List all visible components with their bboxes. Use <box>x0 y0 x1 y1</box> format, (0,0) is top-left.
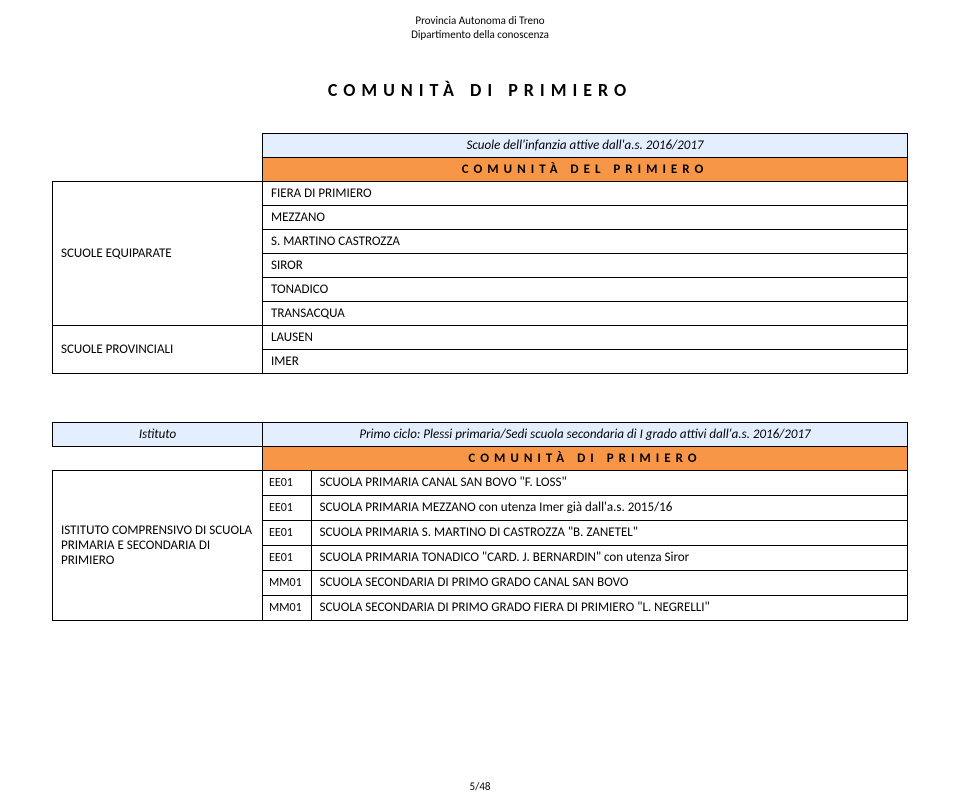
page-number: 5/48 <box>0 780 960 793</box>
row-code: MM01 <box>263 596 311 620</box>
group1-row: TONADICO <box>263 277 908 301</box>
row-desc: SCUOLA PRIMARIA CANAL SAN BOVO "F. LOSS" <box>311 471 907 495</box>
row-code: MM01 <box>263 571 311 595</box>
group1-row: SIROR <box>263 253 908 277</box>
spacer-cell <box>53 133 263 157</box>
row-code: EE01 <box>263 521 311 545</box>
table1-header-orange: COMUNITÀ DEL PRIMIERO <box>263 157 908 181</box>
table-row: COMUNITÀ DEL PRIMIERO <box>53 157 908 181</box>
table-row: SCUOLE EQUIPARATE FIERA DI PRIMIERO <box>53 181 908 205</box>
row-desc: SCUOLA PRIMARIA TONADICO "CARD. J. BERNA… <box>311 546 907 570</box>
table-row: ISTITUTO COMPRENSIVO DI SCUOLA PRIMARIA … <box>53 470 908 495</box>
table2-group-label: ISTITUTO COMPRENSIVO DI SCUOLA PRIMARIA … <box>53 470 263 620</box>
table2: Istituto Primo ciclo: Plessi primaria/Se… <box>52 422 908 621</box>
table1-wrap: Scuole dell'infanzia attive dall'a.s. 20… <box>0 133 960 374</box>
table2-left-header: Istituto <box>53 422 263 446</box>
table-row: Istituto Primo ciclo: Plessi primaria/Se… <box>53 422 908 446</box>
header-line2: Dipartimento della conoscenza <box>0 28 960 42</box>
row-desc: SCUOLA PRIMARIA MEZZANO con utenza Imer … <box>311 496 907 520</box>
table2-data-cell: MM01 SCUOLA SECONDARIA DI PRIMO GRADO CA… <box>263 570 908 595</box>
table2-header-orange: COMUNITÀ DI PRIMIERO <box>263 446 908 470</box>
row-desc: SCUOLA PRIMARIA S. MARTINO DI CASTROZZA … <box>311 521 907 545</box>
row-code: EE01 <box>263 496 311 520</box>
row-desc: SCUOLA SECONDARIA DI PRIMO GRADO FIERA D… <box>311 596 907 620</box>
table-row: Scuole dell'infanzia attive dall'a.s. 20… <box>53 133 908 157</box>
table1: Scuole dell'infanzia attive dall'a.s. 20… <box>52 133 908 374</box>
table2-header-blue: Primo ciclo: Plessi primaria/Sedi scuola… <box>263 422 908 446</box>
table2-data-cell: EE01 SCUOLA PRIMARIA S. MARTINO DI CASTR… <box>263 520 908 545</box>
group1-row: S. MARTINO CASTROZZA <box>263 229 908 253</box>
table2-wrap: Istituto Primo ciclo: Plessi primaria/Se… <box>0 422 960 621</box>
group1-row: TRANSACQUA <box>263 301 908 325</box>
table2-data-cell: EE01 SCUOLA PRIMARIA CANAL SAN BOVO "F. … <box>263 470 908 495</box>
group1-row: FIERA DI PRIMIERO <box>263 181 908 205</box>
header-line1: Provincia Autonoma di Treno <box>0 14 960 28</box>
spacer-cell <box>53 446 263 470</box>
spacer-cell <box>53 157 263 181</box>
group1-row: MEZZANO <box>263 205 908 229</box>
group2-row: IMER <box>263 349 908 373</box>
group1-label: SCUOLE EQUIPARATE <box>53 181 263 325</box>
group2-row: LAUSEN <box>263 325 908 349</box>
row-code: EE01 <box>263 546 311 570</box>
table2-data-cell: MM01 SCUOLA SECONDARIA DI PRIMO GRADO FI… <box>263 595 908 620</box>
table-row: SCUOLE PROVINCIALI LAUSEN <box>53 325 908 349</box>
group2-label: SCUOLE PROVINCIALI <box>53 325 263 373</box>
row-code: EE01 <box>263 471 311 495</box>
main-title: COMUNITÀ DI PRIMIERO <box>0 79 960 101</box>
table2-data-cell: EE01 SCUOLA PRIMARIA MEZZANO con utenza … <box>263 495 908 520</box>
table2-data-cell: EE01 SCUOLA PRIMARIA TONADICO "CARD. J. … <box>263 545 908 570</box>
row-desc: SCUOLA SECONDARIA DI PRIMO GRADO CANAL S… <box>311 571 907 595</box>
page-header: Provincia Autonoma di Treno Dipartimento… <box>0 0 960 43</box>
table1-header-blue: Scuole dell'infanzia attive dall'a.s. 20… <box>263 133 908 157</box>
table-row: COMUNITÀ DI PRIMIERO <box>53 446 908 470</box>
